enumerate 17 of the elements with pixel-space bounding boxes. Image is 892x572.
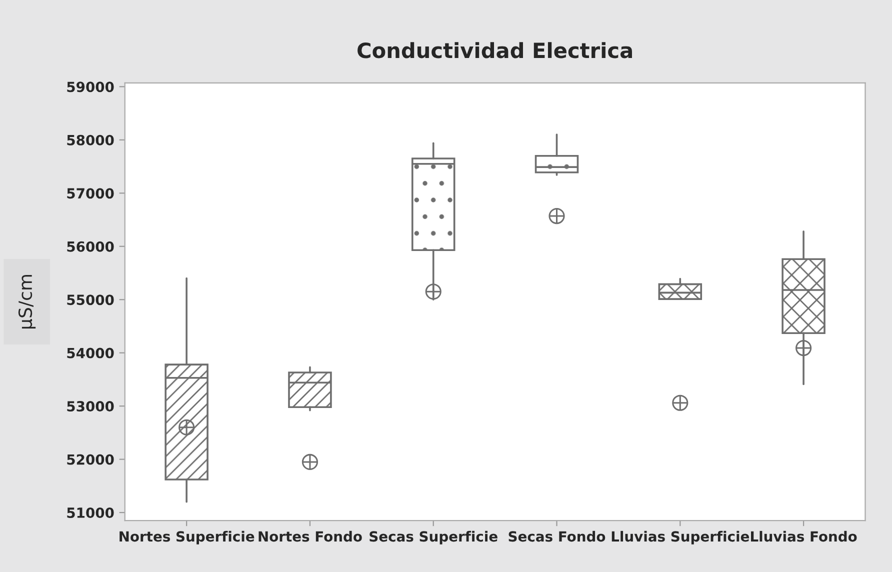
x-tick-label: Lluvias Superficie	[612, 530, 750, 544]
y-tick-label: 58000	[67, 134, 114, 146]
x-tick-label: Secas Fondo	[508, 530, 606, 542]
y-tick-label: 51000	[67, 508, 114, 518]
y-axis-title: µS/cm	[18, 274, 36, 328]
y-tick-label: 56000	[67, 241, 114, 252]
x-tick-label: Nortes Superficie	[120, 530, 254, 544]
y-tick-label: 57000	[67, 188, 114, 199]
x-tick-label: Lluvias Fondo	[751, 530, 857, 542]
x-tick-label: Nortes Fondo	[258, 530, 362, 542]
y-tick-label: 55000	[67, 294, 114, 306]
y-tick-label: 54000	[67, 348, 114, 358]
y-tick-label: 53000	[67, 401, 114, 412]
chart-title: Conductividad Electrica	[358, 42, 632, 58]
y-tick-label: 52000	[67, 454, 114, 465]
y-tick-label: 59000	[67, 82, 114, 92]
x-tick-label: Secas Superficie	[370, 530, 498, 544]
